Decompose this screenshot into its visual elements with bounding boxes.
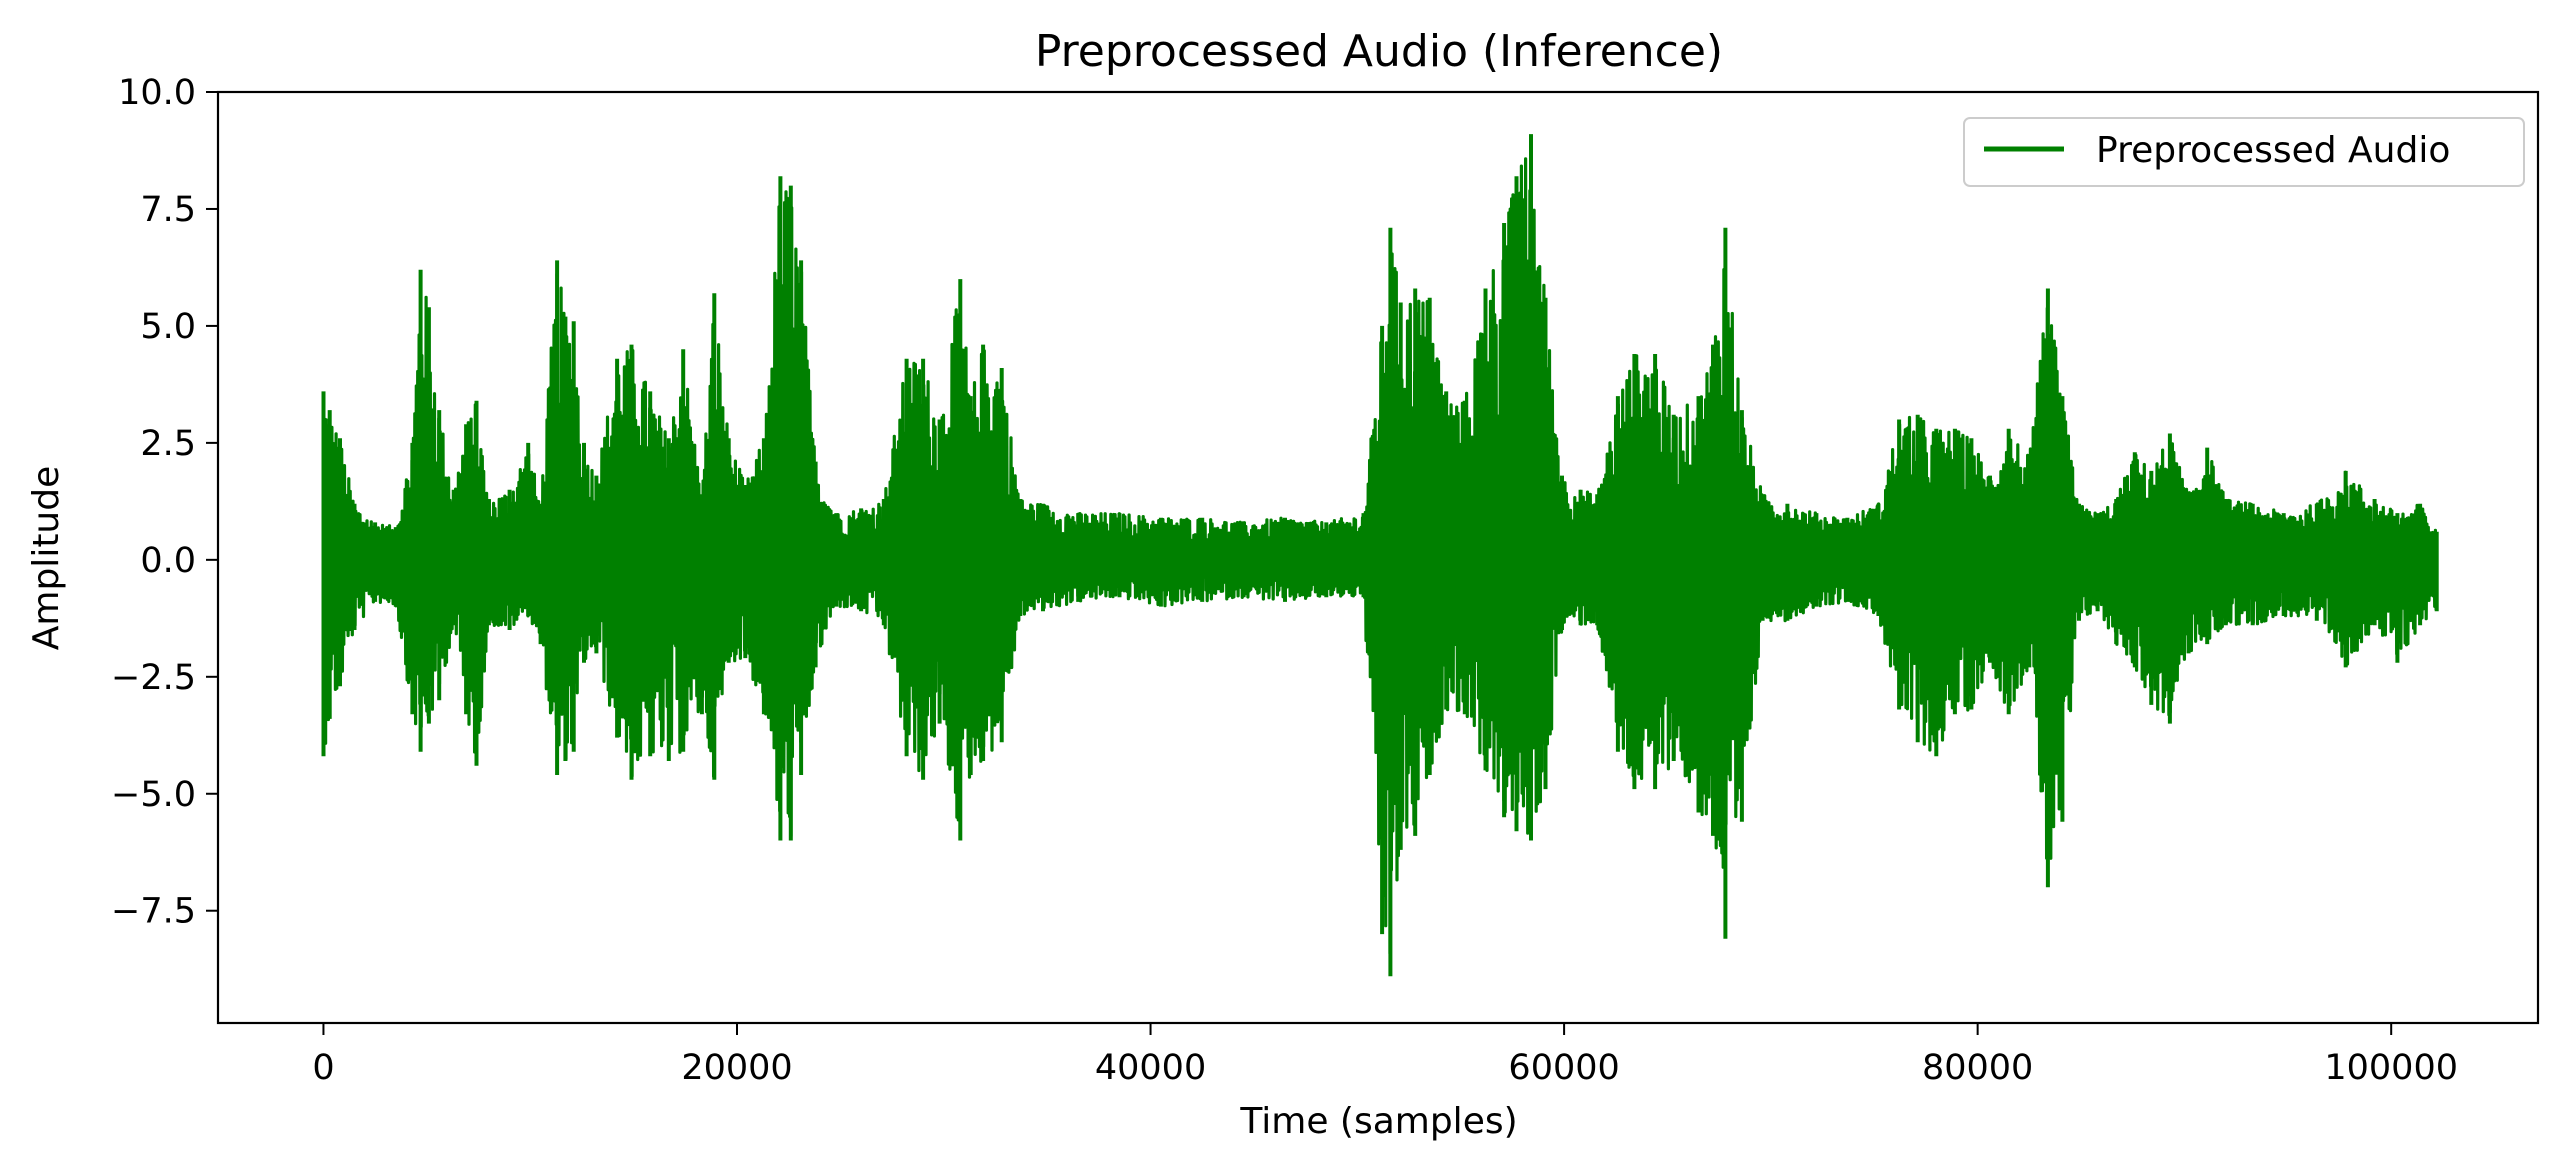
axes-border: [216, 90, 2540, 1025]
chart-title: Preprocessed Audio (Inference): [1035, 26, 1723, 77]
legend-box: [1963, 117, 2525, 187]
x-axis-label: Time (samples): [1239, 1101, 1517, 1142]
x-tick-label: 20000: [681, 1048, 792, 1088]
x-axis: 0 20000 40000 60000 80000 100000: [312, 1023, 2458, 1088]
x-tick-label: 60000: [1508, 1048, 1619, 1088]
y-tick-label: 7.5: [140, 190, 196, 230]
x-tick-label: 40000: [1095, 1048, 1206, 1088]
y-tick-label: 10.0: [118, 73, 196, 113]
y-tick-label: 2.5: [140, 424, 196, 464]
waveform-line: [321, 157, 2438, 955]
y-tick-label: 5.0: [140, 307, 196, 347]
x-tick-label: 100000: [2324, 1048, 2458, 1088]
x-tick-label: 80000: [1922, 1048, 2033, 1088]
y-tick-label: −7.5: [111, 892, 196, 932]
x-tick-label: 0: [312, 1048, 334, 1088]
y-tick-label: −5.0: [111, 775, 196, 815]
legend: Preprocessed Audio: [1963, 117, 2525, 187]
plot-area: [321, 134, 2439, 977]
y-axis-label: Amplitude: [26, 466, 67, 650]
y-tick-label: 0.0: [140, 541, 196, 581]
axes-frame: [216, 90, 2540, 1025]
y-axis: −7.5 −5.0 −2.5 0.0 2.5 5.0 7.5 10.0: [111, 73, 218, 932]
legend-entry-label: Preprocessed Audio: [2096, 130, 2450, 171]
y-tick-label: −2.5: [111, 658, 196, 698]
